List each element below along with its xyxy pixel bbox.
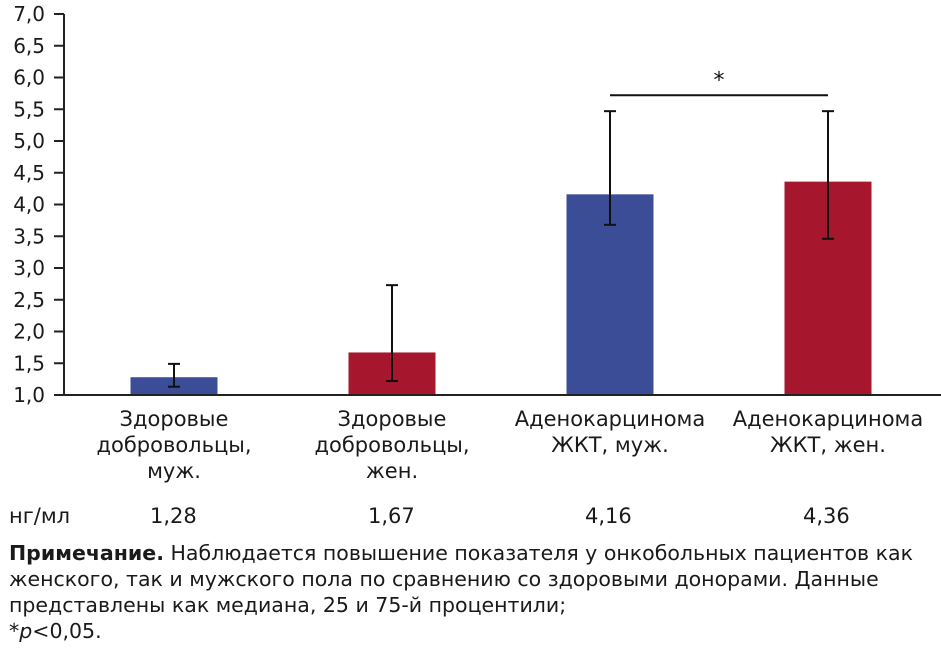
value-label: 4,36 — [803, 504, 850, 528]
values-row: нг/мл 1,28 1,67 4,16 4,36 — [0, 504, 941, 532]
y-tick-label: 2,0 — [13, 320, 45, 344]
y-tick-label: 1,0 — [13, 383, 45, 407]
value-label: 4,16 — [585, 504, 632, 528]
y-tick-label: 7,0 — [13, 2, 45, 26]
y-tick-label: 3,5 — [13, 224, 45, 248]
value-label: 1,28 — [150, 504, 197, 528]
significance-asterisk: * — [714, 68, 725, 93]
p-italic: p — [19, 619, 33, 643]
p-prefix: * — [9, 619, 20, 643]
note-heading: Примечание. — [9, 541, 164, 565]
category-label: Здоровые добровольцы, жен. — [314, 407, 470, 483]
category-label: Аденокарцинома ЖКТ, жен. — [732, 407, 924, 457]
p-suffix: <0,05. — [32, 619, 102, 643]
unit-label: нг/мл — [9, 504, 71, 528]
y-tick-label: 4,5 — [13, 161, 45, 185]
value-label: 1,67 — [368, 504, 415, 528]
bar-chart: 1,01,52,02,53,03,54,04,55,05,56,06,57,0 … — [13, 2, 941, 407]
bars — [130, 181, 872, 394]
error-bars — [168, 110, 834, 388]
category-label: Здоровые добровольцы, муж. — [96, 407, 252, 483]
bar — [566, 194, 654, 394]
footnote: Примечание. Наблюдается повышение показа… — [9, 540, 934, 644]
y-tick-label: 5,5 — [13, 97, 45, 121]
y-tick-label: 2,5 — [13, 288, 45, 312]
note-text: Наблюдается повышение показателя у онкоб… — [9, 541, 913, 617]
category-label: Аденокарцинома ЖКТ, муж. — [514, 407, 706, 457]
y-tick-label: 6,5 — [13, 34, 45, 58]
y-tick-label: 1,5 — [13, 351, 45, 375]
y-tick-label: 6,0 — [13, 66, 45, 90]
y-tick-label: 3,0 — [13, 256, 45, 280]
y-tick-label: 4,0 — [13, 193, 45, 217]
y-tick-label: 5,0 — [13, 129, 45, 153]
significance-marker: * — [610, 68, 828, 97]
y-axis: 1,0 1,5 2,0 2,5 3,0 3,5 4,0 4,5 5,0 5,5 6,0 6,5 7,0 — [13, 2, 941, 407]
